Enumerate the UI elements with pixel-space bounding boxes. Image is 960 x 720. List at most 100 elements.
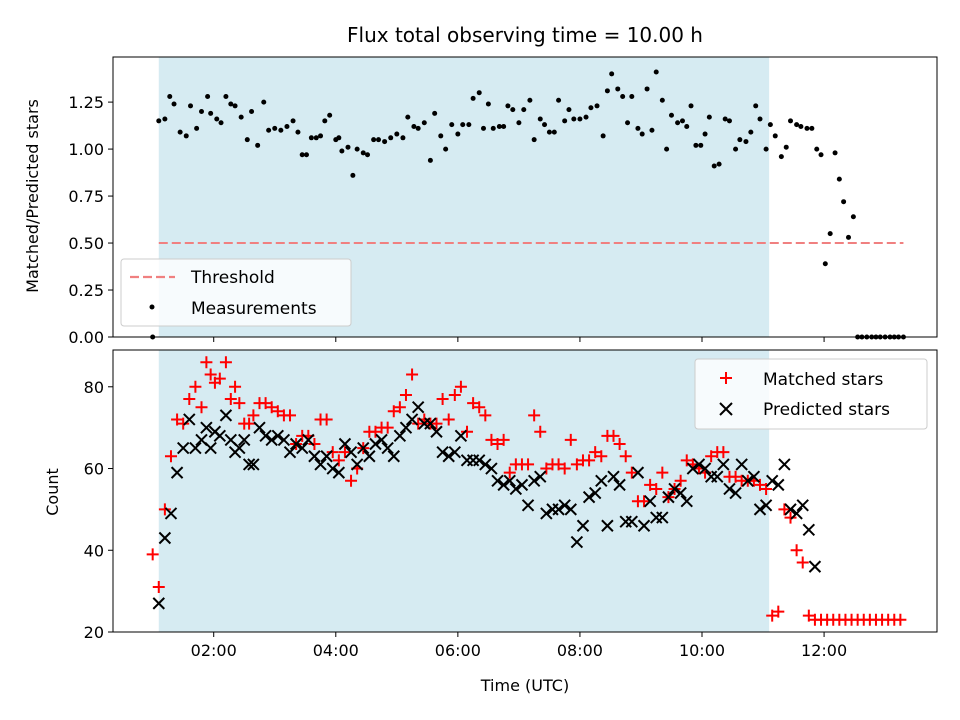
predicted-star-point xyxy=(735,458,748,471)
predicted-star-point xyxy=(692,458,706,471)
predicted-star-point xyxy=(662,490,675,504)
matched-star-point xyxy=(613,438,626,450)
predicted-star-point xyxy=(375,433,388,447)
matched-star-point xyxy=(595,450,608,463)
matched-star-point xyxy=(224,393,237,406)
measurement-point xyxy=(772,133,778,139)
measurement-point xyxy=(635,125,641,131)
predicted-star-point xyxy=(796,499,809,512)
measurement-point xyxy=(625,120,631,126)
matched-star-point xyxy=(656,466,669,479)
measurement-point xyxy=(639,131,645,137)
predicted-star-point xyxy=(772,478,785,492)
measurement-point xyxy=(350,172,356,178)
predicted-star-point xyxy=(607,470,620,483)
measurement-point xyxy=(490,125,496,131)
measurement-point xyxy=(171,101,177,107)
predicted-star-point xyxy=(189,441,202,455)
measurement-point xyxy=(600,133,606,139)
matched-star-point xyxy=(195,401,208,414)
predicted-star-point xyxy=(723,482,736,496)
measurement-point xyxy=(295,129,301,135)
predicted-legend-swatch xyxy=(719,402,733,416)
predicted-star-point xyxy=(238,433,251,447)
measurement-point xyxy=(615,86,621,92)
measurement-point xyxy=(432,110,438,116)
measurement-point xyxy=(684,124,690,130)
measurement-point xyxy=(620,93,626,99)
measurement-point xyxy=(722,116,728,122)
predicted-star-point xyxy=(399,421,413,434)
measurement-point xyxy=(531,137,537,143)
predicted-star-point xyxy=(784,503,797,516)
matched-star-point xyxy=(638,495,651,508)
x-tick-label: 06:00 xyxy=(435,641,481,660)
measurement-point xyxy=(527,97,533,103)
matched-star-point xyxy=(674,474,687,487)
ratio-y-tick-label: 0.00 xyxy=(68,328,104,347)
measurement-point xyxy=(371,137,377,143)
matched-star-point xyxy=(772,605,785,618)
matched-star-point xyxy=(717,446,730,459)
measurement-point xyxy=(604,88,610,94)
predicted-star-point xyxy=(158,531,172,545)
measurement-point xyxy=(737,137,743,143)
measurement-point xyxy=(629,93,635,99)
predicted-star-point xyxy=(289,437,303,451)
predicted-star-point xyxy=(308,450,321,463)
matched-star-point xyxy=(461,425,474,438)
matched-star-point xyxy=(497,433,510,446)
count-y-tick-label: 80 xyxy=(84,378,104,397)
matched-star-point xyxy=(540,462,553,475)
measurement-point xyxy=(345,144,351,150)
measurement-point xyxy=(609,71,615,77)
ratio-y-tick-label: 0.25 xyxy=(68,281,104,300)
predicted-star-point xyxy=(271,429,285,443)
measurement-point xyxy=(427,157,433,163)
measurement-point xyxy=(798,124,804,130)
measurement-point xyxy=(845,234,851,240)
predicted-star-point xyxy=(711,470,724,483)
measurement-point xyxy=(376,137,382,143)
matched-star-point xyxy=(448,388,461,401)
predicted-star-point xyxy=(314,458,327,471)
matched-star-point xyxy=(265,401,278,414)
matched-star-point xyxy=(247,409,260,422)
predicted-star-point xyxy=(558,499,571,512)
x-tick-label: 04:00 xyxy=(313,641,359,660)
measurement-point xyxy=(421,120,427,126)
predicted-star-point xyxy=(152,597,165,610)
measurement-point xyxy=(836,176,842,182)
predicted-star-point xyxy=(436,445,449,459)
matched-star-point xyxy=(412,417,425,430)
measurement-point xyxy=(232,103,238,109)
measurement-point xyxy=(244,137,250,143)
matched-star-point xyxy=(284,409,297,422)
measurement-point xyxy=(360,150,366,156)
predicted-star-point xyxy=(381,441,394,455)
measurement-point xyxy=(649,127,655,133)
predicted-star-point xyxy=(219,409,233,422)
measurement-point xyxy=(443,146,449,152)
measurement-point xyxy=(594,103,600,109)
matched-star-point xyxy=(479,409,492,422)
predicted-star-point xyxy=(387,450,400,463)
predicted-star-point xyxy=(631,466,645,479)
matched-star-point xyxy=(177,417,190,430)
measurements-legend-label: Measurements xyxy=(191,299,317,319)
predicted-star-point xyxy=(570,535,584,549)
matched-star-point xyxy=(189,380,202,393)
measurement-point xyxy=(438,133,444,139)
matched-star-point xyxy=(259,397,272,410)
count-y-tick-label: 40 xyxy=(84,541,104,560)
measurement-point xyxy=(693,142,699,148)
predicted-star-point xyxy=(442,450,455,463)
predicted-star-point xyxy=(741,474,754,487)
measurement-point xyxy=(394,131,400,137)
matched-star-point xyxy=(369,425,382,438)
matched-star-point xyxy=(766,609,779,622)
measurement-point xyxy=(804,125,810,131)
measurement-point xyxy=(757,116,763,122)
predicted-star-point xyxy=(485,462,498,475)
matched-star-point xyxy=(146,548,159,561)
